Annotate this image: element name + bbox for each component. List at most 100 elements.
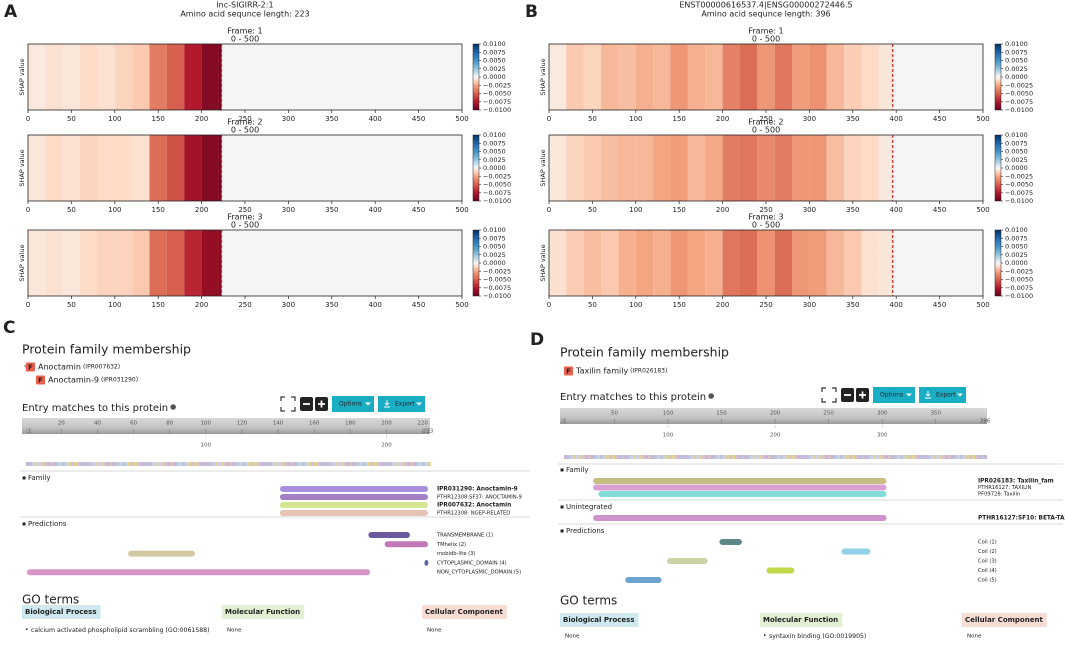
sequence-cell	[53, 462, 56, 466]
x-tick-label: 400	[890, 301, 903, 309]
colorbar-tick-label: 0.0000	[1005, 73, 1028, 81]
toolbar-button[interactable]	[332, 396, 374, 412]
sequence-cell	[155, 462, 158, 466]
sequence-cell	[693, 455, 696, 459]
feature-bar[interactable]	[424, 559, 429, 566]
sequence-cell	[732, 455, 735, 459]
family-link[interactable]: Taxilin family	[575, 367, 628, 376]
feature-label: Coil (3)	[978, 559, 997, 565]
track-toggle: ▪	[22, 521, 26, 528]
sequence-cell	[627, 455, 630, 459]
sequence-cell	[356, 462, 359, 466]
colorbar-tick-label: 0.0075	[483, 234, 506, 242]
x-tick-label: 300	[282, 301, 295, 309]
sequence-cell	[179, 462, 182, 466]
feature-bar[interactable]	[766, 567, 795, 574]
x-tick-label: 250	[238, 206, 251, 214]
sequence-cell	[263, 462, 266, 466]
fullscreen-button[interactable]	[821, 387, 837, 403]
colorbar-tick-label: 0.0075	[483, 48, 506, 56]
heat-cell	[201, 44, 219, 110]
feature-bar[interactable]	[279, 502, 428, 508]
toolbar-button-label: Export	[395, 401, 415, 408]
sequence-cell	[248, 462, 251, 466]
sequence-cell	[579, 455, 582, 459]
feature-bar[interactable]	[593, 478, 887, 484]
feature-bar[interactable]	[384, 541, 428, 548]
family-link[interactable]: Anoctamin	[38, 363, 81, 372]
fullscreen-button[interactable]	[280, 396, 296, 412]
sequence-cell	[903, 455, 906, 459]
heat-cell	[28, 44, 46, 110]
feature-label: PTHR16127: TAXILIN	[978, 485, 1032, 491]
sequence-cell	[110, 462, 113, 466]
sequence-cell	[726, 455, 729, 459]
heat-cell	[583, 135, 602, 201]
toolbar-button-label: Export	[936, 392, 956, 399]
x-tick-label: 0	[26, 301, 30, 309]
sequence-cell	[413, 462, 416, 466]
sequence-cell	[233, 462, 236, 466]
sequence-cell	[170, 462, 173, 466]
colorbar-tick-label: −0.0075	[1005, 189, 1033, 197]
sequence-cell	[972, 455, 975, 459]
heat-cell	[705, 44, 723, 110]
feature-bar[interactable]	[128, 550, 195, 557]
colorbar-tick-label: 0.0100	[1005, 226, 1028, 234]
toolbar-button[interactable]	[378, 396, 425, 412]
frame-title: Frame: 1	[227, 27, 262, 36]
go-category: Molecular Function	[225, 608, 300, 616]
ruler-tick-label: 200	[381, 421, 392, 427]
sequence-cell	[945, 455, 948, 459]
sequence-cell	[867, 455, 870, 459]
feature-bar[interactable]	[625, 577, 662, 583]
heat-cell	[635, 230, 654, 296]
sequence-cell	[212, 462, 215, 466]
sequence-cell	[576, 455, 579, 459]
go-term[interactable]: calcium activated phospholipid scramblin…	[31, 627, 210, 634]
x-tick-label: 0	[547, 115, 551, 123]
x-tick-label: 450	[933, 115, 946, 123]
toolbar-button[interactable]	[873, 387, 915, 403]
sequence-cell	[948, 455, 951, 459]
sequence-cell	[792, 455, 795, 459]
sequence-cell	[756, 455, 759, 459]
feature-bar[interactable]	[27, 569, 371, 576]
colorbar-tick-label: −0.0025	[483, 267, 511, 275]
feature-bar[interactable]	[279, 494, 428, 500]
x-tick-label: 50	[67, 206, 76, 214]
feature-bar[interactable]	[598, 491, 887, 497]
sequence-cell	[41, 462, 44, 466]
sequence-cell	[564, 455, 567, 459]
go-term[interactable]: syntaxin binding (GO:0019905)	[769, 633, 866, 640]
feature-bar[interactable]	[279, 510, 428, 516]
toolbar-button[interactable]	[919, 387, 966, 403]
heat-cell	[653, 44, 671, 110]
feature-bar[interactable]	[841, 548, 871, 555]
family-link[interactable]: Anoctamin-9	[48, 376, 99, 385]
sequence-cell	[50, 462, 53, 466]
feature-bar[interactable]	[719, 539, 742, 545]
sequence-cell	[723, 455, 726, 459]
colorbar-tick-label: 0.0075	[1005, 139, 1028, 147]
caret	[365, 402, 371, 406]
feature-bar[interactable]	[593, 515, 887, 521]
y-axis-label: SHAP value	[18, 149, 26, 186]
toolbar-button-label: Options	[339, 401, 362, 408]
sequence-cell	[287, 462, 290, 466]
feature-bar[interactable]	[666, 558, 708, 564]
colorbar-tick-label: 0.0000	[483, 164, 506, 172]
go-term: None	[565, 634, 580, 640]
heat-cell	[878, 230, 893, 296]
heat-cell	[809, 135, 827, 201]
feature-bar[interactable]	[279, 486, 428, 492]
feature-bar[interactable]	[368, 532, 410, 538]
feature-bar[interactable]	[593, 484, 887, 491]
heat-cell	[653, 135, 671, 201]
sequence-cell	[771, 455, 774, 459]
sequence-cell	[362, 462, 365, 466]
heat-cell	[28, 135, 46, 201]
colorbar	[472, 134, 480, 202]
sequence-cell	[77, 462, 80, 466]
heat-cell	[132, 44, 150, 110]
